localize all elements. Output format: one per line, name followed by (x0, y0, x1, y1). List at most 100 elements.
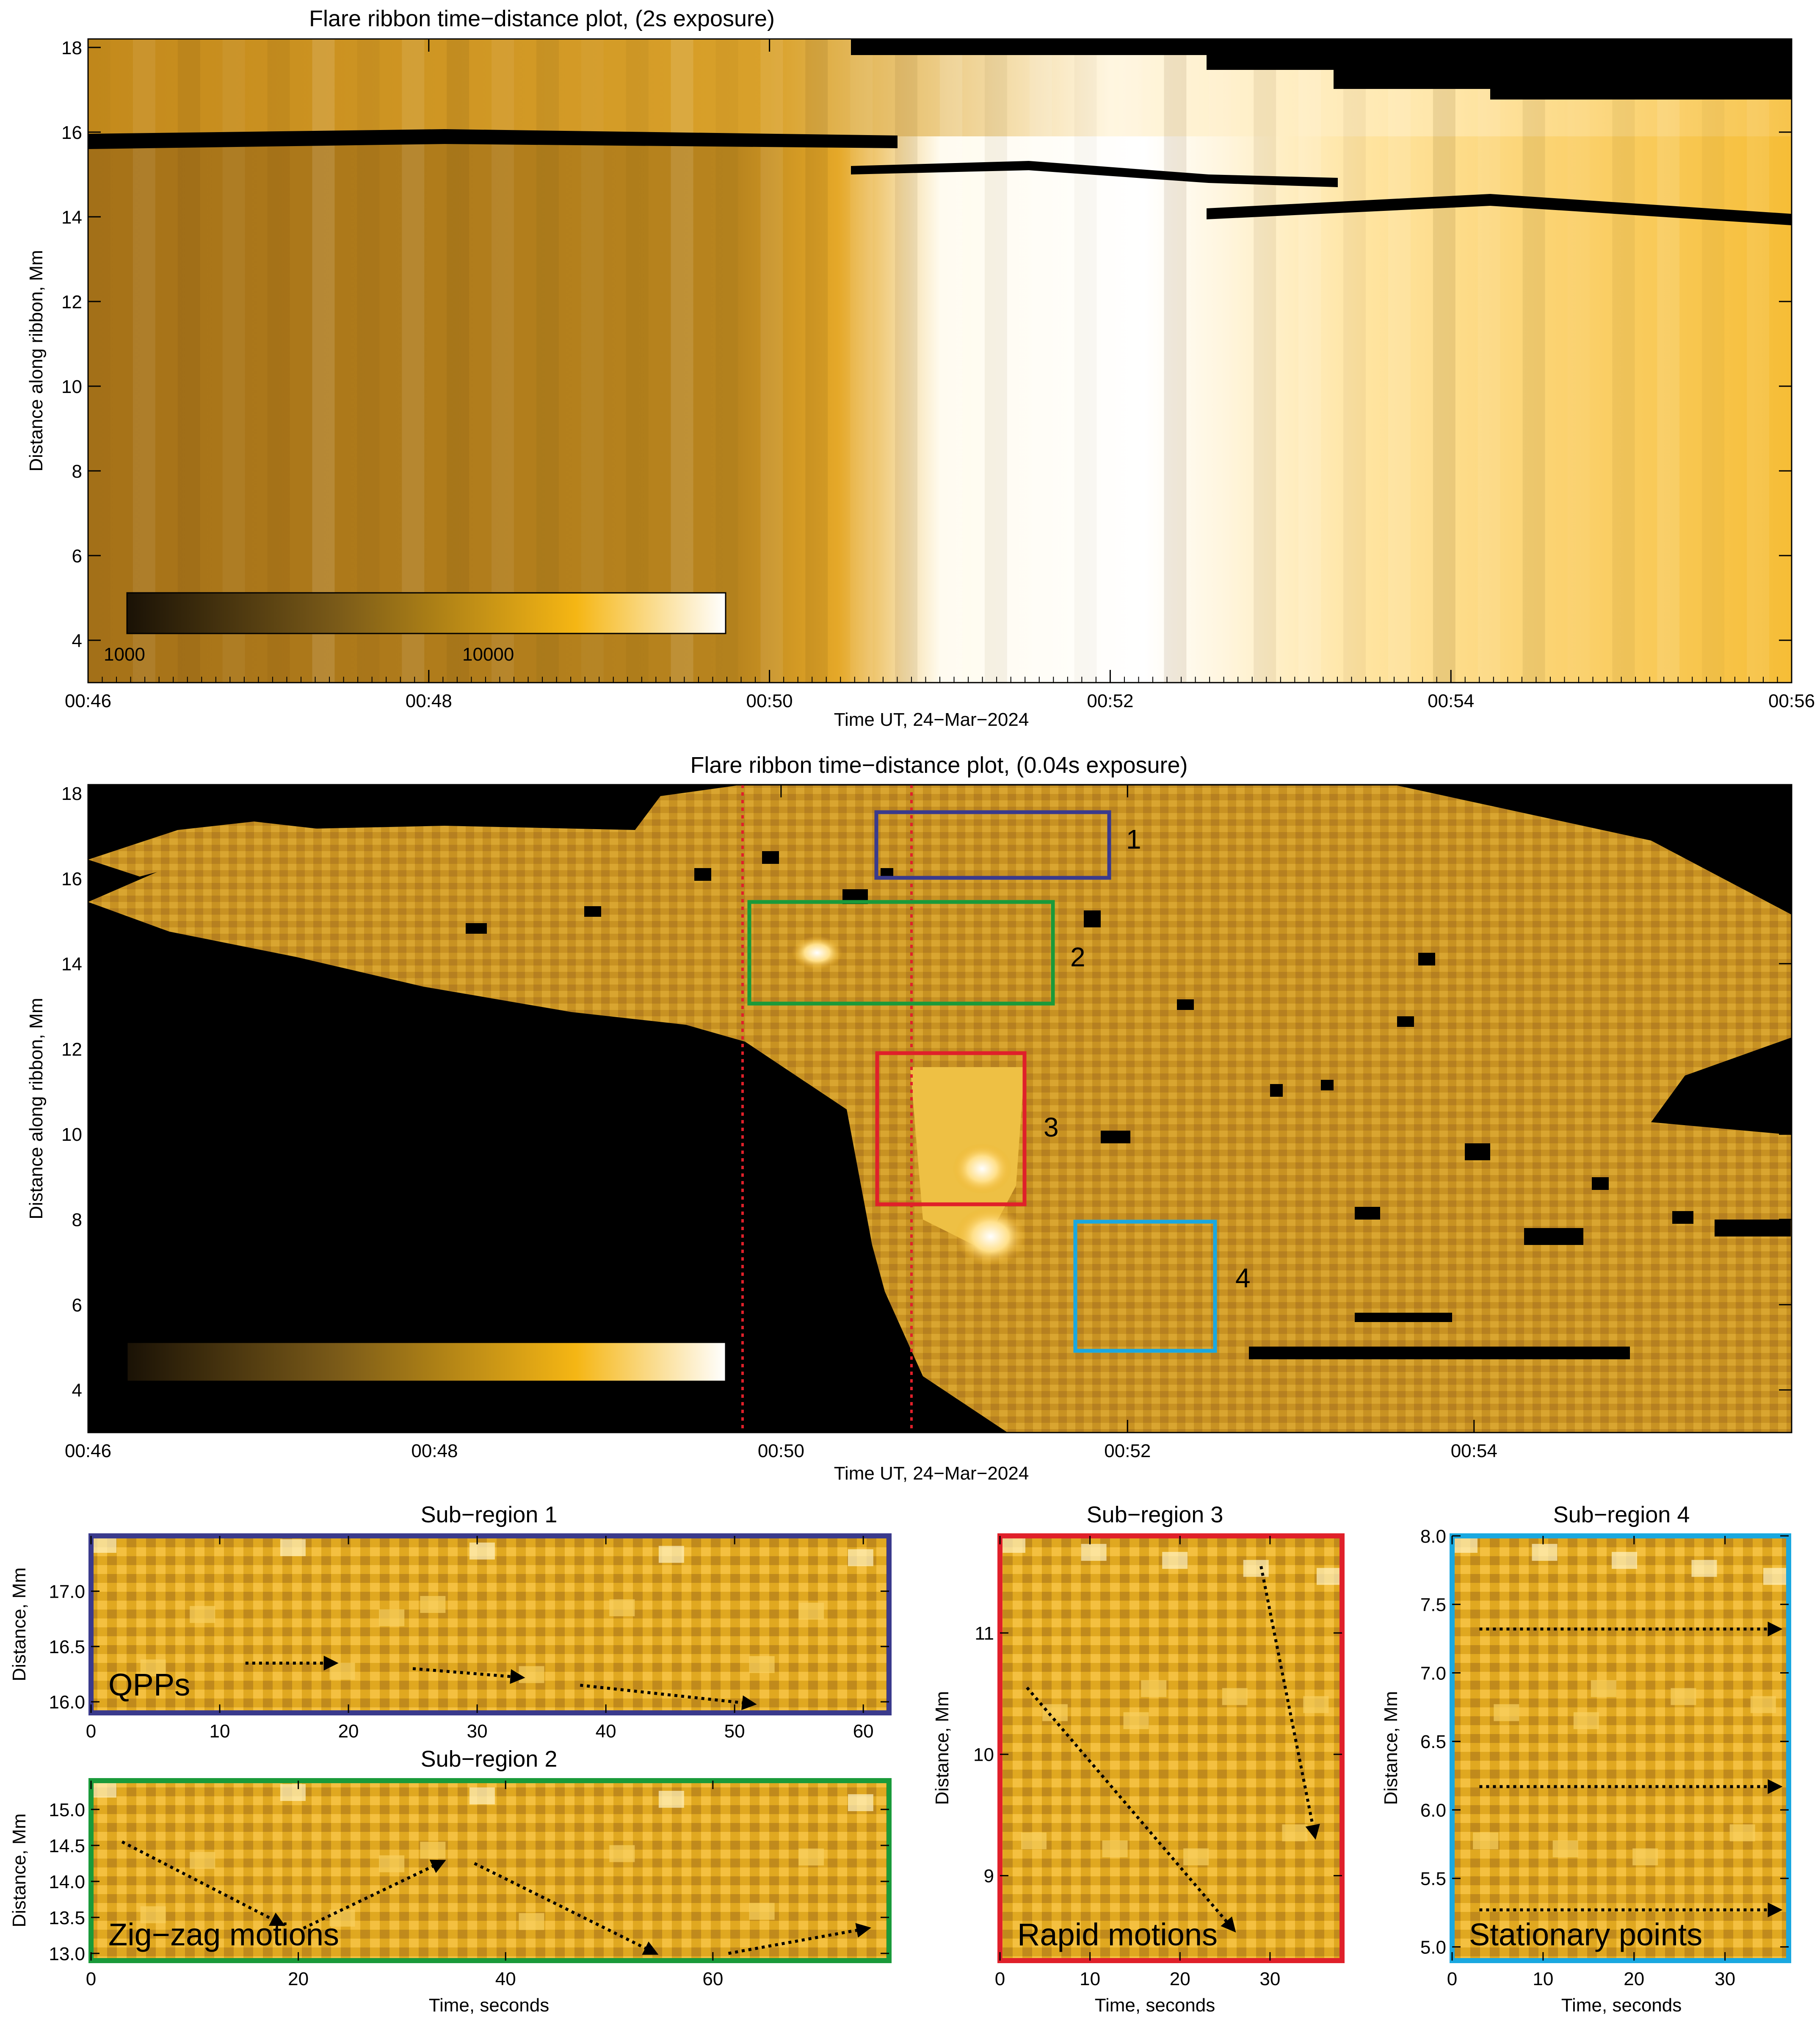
top-column-shade (1298, 39, 1321, 683)
sub1-xtick-label: 10 (210, 1721, 230, 1742)
top-colorbar-label-1000: 1000 (104, 644, 145, 665)
subregion-box-2[interactable] (747, 900, 1055, 1006)
sub4-bright-patch (1612, 1552, 1638, 1569)
top-column-shade (581, 39, 604, 683)
sub1-bright-patch (519, 1666, 544, 1683)
middle-colorbar-label-1e5: 105 (471, 1390, 498, 1412)
top-column-shade (1029, 39, 1052, 683)
sub2-bright-patch (798, 1848, 824, 1866)
middle-ytick-label: 10 (61, 1124, 82, 1145)
sub4-ytick-label: 6.0 (1420, 1800, 1446, 1821)
top-column-shade (1074, 39, 1097, 683)
sub4-ytick-label: 5.5 (1420, 1869, 1446, 1889)
sub3-bright-patch (1021, 1832, 1047, 1850)
sub4-bright-patch (1591, 1680, 1616, 1697)
sub3-ylabel: Distance, Mm (932, 1691, 953, 1805)
sub3-bright-patch (1183, 1848, 1209, 1866)
sub4-image (1452, 1536, 1789, 1961)
sub4-frame (1450, 1533, 1791, 1963)
sub4-xtick-label: 10 (1533, 1969, 1553, 1989)
middle-panel: Flare ribbon time−distance plot, (0.04s … (26, 752, 1792, 1484)
middle-xtick-label: 00:52 (1104, 1441, 1151, 1461)
top-panel: Flare ribbon time−distance plot, (2s exp… (26, 6, 1815, 730)
sub3-title: Sub−region 3 (1087, 1502, 1223, 1527)
sub2-ytick-label: 13.0 (49, 1944, 85, 1964)
top-column-shade (402, 39, 425, 683)
middle-ytick-label: 12 (61, 1039, 82, 1060)
middle-ytick-label: 4 (72, 1380, 82, 1401)
middle-xlabel: Time UT, 24−Mar−2024 (834, 1463, 1029, 1484)
middle-xtick-label: 00:54 (1451, 1441, 1497, 1461)
middle-dark-patch (1270, 1084, 1283, 1097)
sub4-bright-patch (1632, 1848, 1658, 1866)
sub4-bright-patch (1671, 1688, 1696, 1705)
sub3-bright-patch (1162, 1552, 1188, 1569)
top-ytick-label: 12 (61, 292, 82, 313)
middle-title: Flare ribbon time−distance plot, (0.04s … (690, 752, 1188, 778)
sub4-panel: Sub−region 4 Stationary points 0 10 20 30 5… (1381, 1502, 1791, 2016)
sub4-bright-patch (1729, 1824, 1755, 1842)
sub1-bright-patch (379, 1609, 405, 1626)
sub1-bright-patch (91, 1536, 116, 1553)
sub3-bright-patch (1243, 1560, 1269, 1577)
middle-dotted-lines (741, 785, 913, 1433)
sub3-bright-patch (1081, 1543, 1107, 1561)
sub4-bright-patch (1473, 1832, 1499, 1850)
subregion-box-1[interactable] (874, 810, 1111, 880)
sub1-bright-patch (848, 1549, 873, 1566)
middle-xtick-label: 00:48 (411, 1441, 458, 1461)
sub1-bright-patch (420, 1596, 446, 1613)
sub4-bright-patch (1532, 1543, 1558, 1561)
sub3-bright-patch (1141, 1680, 1167, 1697)
top-column-shade (1343, 39, 1366, 683)
sub2-ylabel: Distance, Mm (9, 1814, 30, 1928)
sub3-motion-arrow (1026, 1686, 1236, 1933)
top-colorbar: 1000 10000 (104, 592, 726, 665)
sub2-ytick-label: 13.5 (49, 1908, 85, 1928)
sub4-xtick-label: 20 (1624, 1969, 1644, 1989)
sub3-ytick-label: 11 (975, 1623, 994, 1644)
top-title: Flare ribbon time−distance plot, (2s exp… (309, 6, 775, 31)
sub3-xtick-label: 0 (995, 1969, 1005, 1989)
sub1-frame (88, 1533, 892, 1715)
sub2-xlabel: Time, seconds (429, 1995, 549, 2016)
sub2-ytick-label: 15.0 (49, 1800, 85, 1820)
middle-dark-patch (466, 923, 487, 934)
sub1-motion-arrow (580, 1684, 757, 1710)
sub3-xtick-label: 20 (1170, 1969, 1190, 1989)
sub3-image (1000, 1536, 1342, 1961)
middle-dark-patch (1418, 953, 1435, 965)
sub3-ytick-label: 9 (984, 1866, 994, 1886)
sub1-xtick-label: 40 (596, 1721, 616, 1742)
subregion-box-4[interactable] (1073, 1220, 1217, 1353)
sub1-x-axis: 0 10 20 30 40 50 60 (86, 1536, 874, 1742)
sub3-bright-patch (1303, 1696, 1329, 1713)
sub4-xlabel: Time, seconds (1561, 1995, 1682, 2016)
sub2-xtick-label: 20 (288, 1969, 309, 1989)
sub1-image (91, 1536, 889, 1713)
sub1-arrows (245, 1655, 757, 1710)
subregion-box-label-4: 4 (1235, 1263, 1251, 1293)
sub2-panel: Sub−region 2 Zig−zag motions 0 20 40 60 13.… (9, 1746, 892, 2016)
middle-ytick-label: 16 (61, 869, 82, 889)
sub4-xtick-label: 30 (1715, 1969, 1735, 1989)
sub2-bright-patch (469, 1787, 495, 1805)
sub3-bright-patch (1000, 1536, 1025, 1553)
sub1-ytick-label: 16.0 (49, 1692, 85, 1713)
sub2-image (91, 1781, 889, 1961)
subregion-box-3[interactable] (875, 1051, 1027, 1206)
sub2-bright-patch (609, 1845, 635, 1862)
sub3-arrows (1026, 1566, 1320, 1933)
top-column-shade (357, 39, 380, 683)
middle-colorbar-label-1e4: 104 (135, 1390, 162, 1412)
top-xtick-label: 00:56 (1768, 691, 1815, 711)
sub1-bright-patch (749, 1656, 775, 1673)
middle-ytick-label: 18 (61, 783, 82, 804)
top-column-shade (312, 39, 335, 683)
sub3-y-axis: 9 10 11 (973, 1623, 1342, 1886)
top-column-shade (536, 39, 559, 683)
sub3-x-axis: 0 10 20 30 (995, 1536, 1280, 1989)
sub2-bright-patch (749, 1903, 775, 1920)
top-column-shade (940, 39, 962, 683)
